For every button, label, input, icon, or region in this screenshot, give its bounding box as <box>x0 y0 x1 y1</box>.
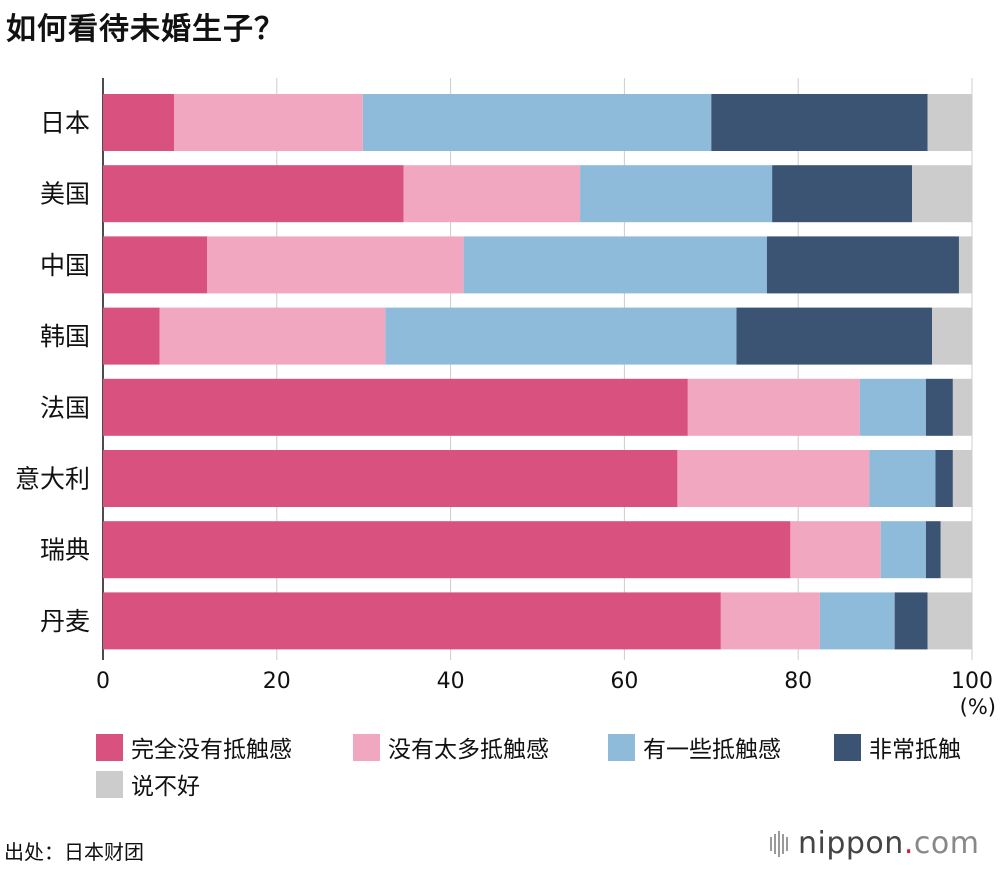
bar-segment <box>711 94 928 151</box>
bar-segment <box>736 307 933 365</box>
category-label: 法国 <box>40 393 90 422</box>
nippon-logo: nippon.com <box>770 826 979 861</box>
bar-segment <box>385 307 737 365</box>
bar-segment <box>720 592 820 650</box>
legend-swatch <box>96 770 123 798</box>
logo-dot: . <box>903 826 914 861</box>
bar-segment <box>687 378 860 436</box>
bar-segment <box>403 165 581 223</box>
bar-segment <box>958 236 972 294</box>
bar-segment <box>103 165 404 223</box>
legend-item: 完全没有抵触感 <box>96 730 292 764</box>
bar-segment <box>940 521 972 579</box>
bar-segment <box>952 378 972 436</box>
category-label: 丹麦 <box>40 607 90 636</box>
category-label: 中国 <box>40 251 90 280</box>
bar-segment <box>103 521 791 579</box>
legend-swatch <box>834 733 861 761</box>
bar-segment <box>580 165 773 223</box>
page-title: 如何看待未婚生子？ <box>6 12 285 47</box>
bar-segment <box>912 165 972 223</box>
x-tick-label: 60 <box>610 669 638 694</box>
bars <box>103 94 972 650</box>
x-tick-label: 20 <box>263 669 291 694</box>
legend-item: 非常抵触 <box>834 730 961 764</box>
legend-label: 没有太多抵触感 <box>388 737 549 763</box>
legend-item: 说不好 <box>96 767 200 801</box>
bar-segment <box>927 592 972 650</box>
bar-segment <box>463 236 767 294</box>
bar-segment <box>677 450 870 507</box>
bar-segment <box>103 94 175 151</box>
x-tick-label: 40 <box>437 669 465 694</box>
x-tick-label: 80 <box>784 669 812 694</box>
logo-bars-icon <box>770 830 790 857</box>
legend-item: 没有太多抵触感 <box>353 730 549 764</box>
bar-segment <box>772 165 913 223</box>
category-label: 美国 <box>40 180 90 209</box>
bar-segment <box>362 94 712 151</box>
legend-swatch <box>353 733 380 761</box>
bar-segment <box>766 236 959 294</box>
legend-label: 完全没有抵触感 <box>131 737 292 763</box>
legend-label: 说不好 <box>131 774 200 800</box>
unit-label: (%) <box>960 695 996 719</box>
bar-segment <box>932 307 972 365</box>
x-tick-label: 100 <box>951 669 993 694</box>
category-label: 意大利 <box>15 465 90 494</box>
bar-segment <box>103 592 721 650</box>
logo-suffix: com <box>913 826 980 861</box>
bar-segment <box>159 307 386 365</box>
legend-label: 非常抵触 <box>869 737 961 763</box>
logo-name: nippon <box>798 826 904 861</box>
bar-segment <box>859 378 926 436</box>
x-tick-label: 0 <box>96 669 110 694</box>
bar-segment <box>927 94 972 151</box>
category-label: 瑞典 <box>40 536 90 565</box>
bar-segment <box>103 236 208 294</box>
bar-segment <box>952 450 972 507</box>
legend-item: 有一些抵触感 <box>608 730 781 764</box>
logo-wordmark: nippon.com <box>798 826 979 861</box>
category-label: 日本 <box>40 109 90 138</box>
legend-swatch <box>96 733 123 761</box>
bar-segment <box>925 521 941 579</box>
bar-segment <box>790 521 881 579</box>
bar-segment <box>174 94 363 151</box>
category-label: 韩国 <box>40 322 90 351</box>
bar-segment <box>819 592 895 650</box>
bar-segment <box>880 521 926 579</box>
bar-segment <box>925 378 953 436</box>
bar-segment <box>935 450 953 507</box>
bar-segment <box>103 307 160 365</box>
source-note: 出处：日本财团 <box>4 840 144 864</box>
bar-segment <box>207 236 464 294</box>
bar-segment <box>869 450 936 507</box>
bar-segment <box>103 378 688 436</box>
bar-segment <box>894 592 928 650</box>
x-axis-ticks: 0 20 40 60 80 100 <box>96 669 993 694</box>
legend-label: 有一些抵触感 <box>643 737 781 763</box>
bar-segment <box>103 450 678 507</box>
legend-swatch <box>608 733 635 761</box>
